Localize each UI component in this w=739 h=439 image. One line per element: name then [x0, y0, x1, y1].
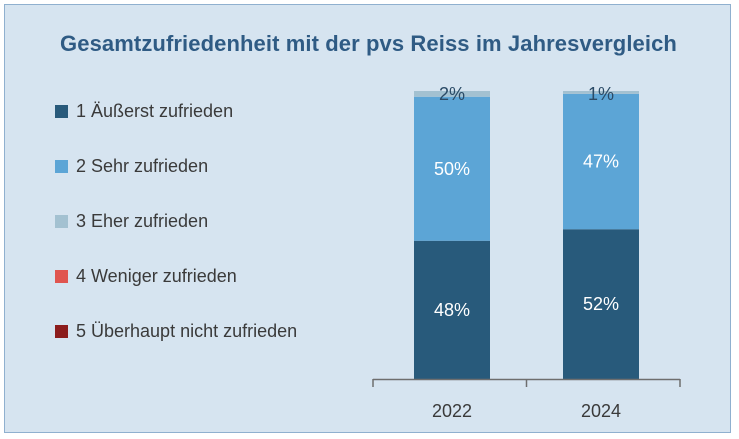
chart-frame: Gesamtzufriedenheit mit der pvs Reiss im…	[4, 4, 731, 433]
bar-2024-series-2	[563, 93, 639, 230]
bar-2024-series-3	[563, 91, 639, 94]
data-label-2024-series-3: 1%	[588, 84, 614, 104]
data-label-2024-series-2: 47%	[583, 152, 619, 172]
legend-item-5: 5 Überhaupt nicht zufrieden	[55, 321, 297, 342]
legend-label-4: 4 Weniger zufrieden	[76, 266, 237, 286]
chart-title: Gesamtzufriedenheit mit der pvs Reiss im…	[60, 31, 677, 56]
bar-2022-series-3	[414, 91, 490, 97]
x-tick-label-2022: 2022	[432, 401, 472, 421]
data-label-2024-series-1: 52%	[583, 294, 619, 314]
data-label-2022-series-1: 48%	[434, 300, 470, 320]
legend-swatch-3	[55, 215, 68, 228]
data-label-2022-series-3: 2%	[439, 84, 465, 104]
bar-2024-series-1	[563, 229, 639, 379]
bar-2022-series-1	[414, 240, 490, 379]
chart-plot: 48% 50% 2% 52% 47% 1% 2022 2024	[372, 84, 681, 421]
legend-item-4: 4 Weniger zufrieden	[55, 266, 237, 287]
data-label-2022-series-2: 50%	[434, 159, 470, 179]
legend-label-2: 2 Sehr zufrieden	[76, 156, 209, 176]
legend-label-3: 3 Eher zufrieden	[76, 211, 209, 231]
legend-label-1: 1 Äußerst zufrieden	[76, 101, 234, 121]
x-tick-label-2024: 2024	[581, 401, 621, 421]
bar-2022-series-2	[414, 96, 490, 241]
legend-swatch-5	[55, 325, 68, 338]
legend-item-2: 2 Sehr zufrieden	[55, 156, 208, 177]
legend-item-3: 3 Eher zufrieden	[55, 211, 208, 232]
legend-swatch-2	[55, 160, 68, 173]
legend-swatch-1	[55, 105, 68, 118]
legend-item-1: 1 Äußerst zufrieden	[55, 101, 233, 122]
legend-label-5: 5 Überhaupt nicht zufrieden	[76, 321, 298, 341]
legend-swatch-4	[55, 270, 68, 283]
